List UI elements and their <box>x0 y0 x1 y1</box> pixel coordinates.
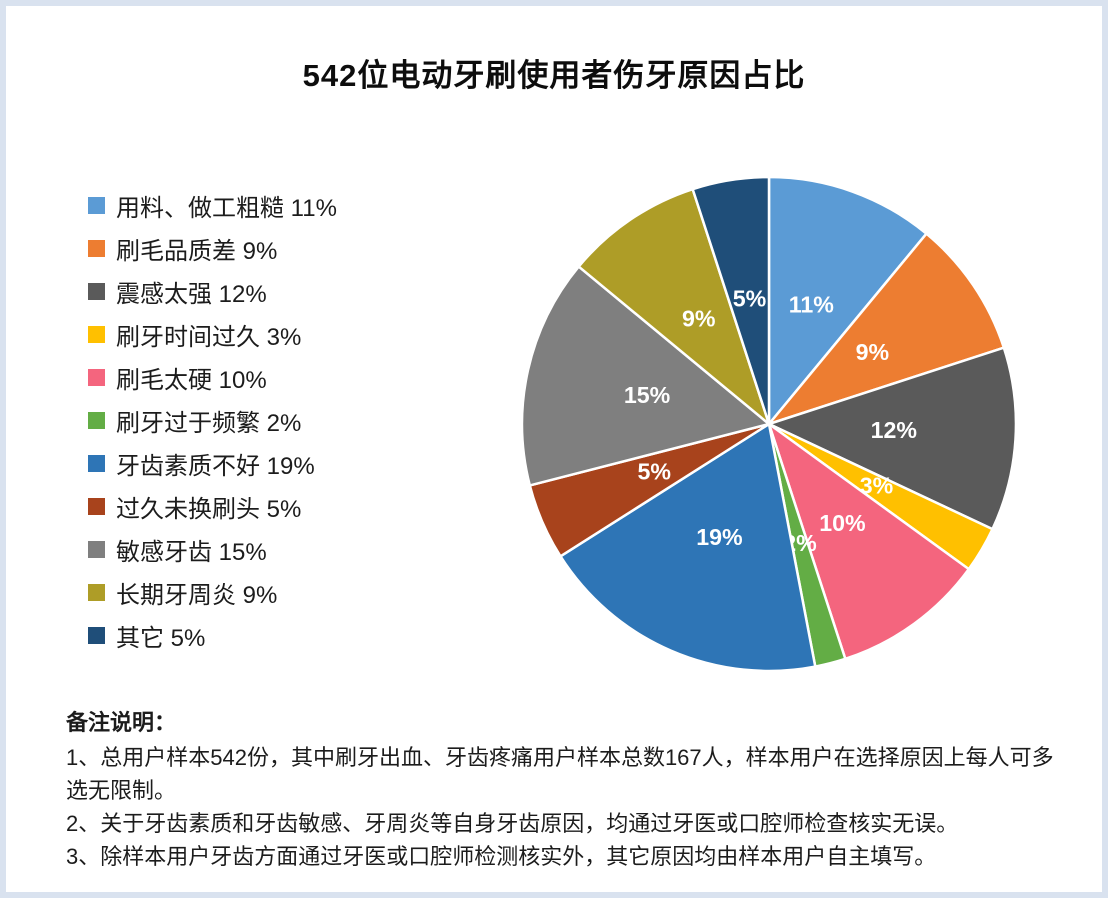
legend-item: 牙齿素质不好 19% <box>88 442 337 485</box>
legend-label: 其它 5% <box>116 625 206 652</box>
pie-slice-label: 11% <box>789 291 834 317</box>
legend-swatch <box>88 627 105 644</box>
legend-item: 刷牙过于频繁 2% <box>88 399 337 442</box>
legend-label: 过久未换刷头 5% <box>116 496 302 523</box>
legend-item: 震感太强 12% <box>88 270 337 313</box>
pie-slice-label: 5% <box>638 459 672 485</box>
chart-title: 542位电动牙刷使用者伤牙原因占比 <box>302 58 806 93</box>
pie-slice <box>767 346 1018 531</box>
legend-item: 刷毛品质差 9% <box>88 227 337 270</box>
legend-item: 刷毛太硬 10% <box>88 356 337 399</box>
legend-swatch <box>88 541 105 558</box>
legend-item: 过久未换刷头 5% <box>88 485 337 528</box>
pie-slice <box>767 175 928 426</box>
legend-swatch <box>88 498 105 515</box>
legend-label: 敏感牙齿 15% <box>116 539 267 566</box>
legend-label: 刷毛太硬 10% <box>116 367 267 394</box>
legend-item: 用料、做工粗糙 11% <box>88 184 337 227</box>
legend-item: 其它 5% <box>88 614 337 657</box>
legend: 用料、做工粗糙 11% 刷毛品质差 9% 震感太强 12% 刷牙时间过久 3% 刷毛太硬… <box>88 184 337 657</box>
pie-slice <box>577 187 771 426</box>
note-item: 1、总用户样本542份，其中刷牙出血、牙齿疼痛用户样本总数167人，样本用户在选… <box>66 745 1054 803</box>
pie-slice <box>691 175 771 426</box>
notes-heading: 备注说明： <box>66 710 177 735</box>
pie-slice <box>520 265 771 487</box>
notes: 备注说明： 1、总用户样本542份，其中刷牙出血、牙齿疼痛用户样本总数167人，… <box>66 706 1074 873</box>
pie-slice <box>559 422 817 673</box>
legend-label: 刷毛品质差 9% <box>116 238 278 265</box>
legend-swatch <box>88 283 105 300</box>
legend-swatch <box>88 455 105 472</box>
legend-label: 刷牙过于频繁 2% <box>116 410 302 437</box>
pie-slice-label: 5% <box>733 286 767 312</box>
pie-slice-label: 15% <box>624 382 670 408</box>
pie-slice-label: 9% <box>682 306 716 332</box>
legend-item: 刷牙时间过久 3% <box>88 313 337 356</box>
pie-slice-label: 9% <box>856 339 890 365</box>
pie-chart: 11%9%12%3%10%2%19%5%15%9%5% <box>520 175 1018 673</box>
legend-swatch <box>88 326 105 343</box>
legend-label: 牙齿素质不好 19% <box>116 453 315 480</box>
pie-slice-label: 10% <box>819 510 865 536</box>
pie-chart-area: 11% 9% 12% 3% 10% 2% 19% 5% 15% 9% 5% <box>517 172 1021 676</box>
pie-slice-label: 12% <box>871 417 917 443</box>
legend-label: 长期牙周炎 9% <box>116 582 278 609</box>
notes-list: 1、总用户样本542份，其中刷牙出血、牙齿疼痛用户样本总数167人，样本用户在选… <box>66 741 1074 873</box>
legend-item: 长期牙周炎 9% <box>88 571 337 614</box>
legend-swatch <box>88 584 105 601</box>
legend-swatch <box>88 369 105 386</box>
legend-label: 震感太强 12% <box>116 281 267 308</box>
legend-item: 敏感牙齿 15% <box>88 528 337 571</box>
note-item: 3、除样本用户牙齿方面通过牙医或口腔师检测核实外，其它原因均由样本用户自主填写。 <box>66 844 937 869</box>
legend-label: 刷牙时间过久 3% <box>116 324 302 351</box>
legend-label: 用料、做工粗糙 11% <box>116 195 337 222</box>
legend-swatch <box>88 412 105 429</box>
note-item: 2、关于牙齿素质和牙齿敏感、牙周炎等自身牙齿原因，均通过牙医或口腔师检查核实无误… <box>66 811 959 836</box>
legend-swatch <box>88 240 105 257</box>
pie-slice <box>767 232 1006 426</box>
legend-swatch <box>88 197 105 214</box>
pie-slice <box>767 422 971 661</box>
pie-slice-label: 19% <box>696 524 742 550</box>
